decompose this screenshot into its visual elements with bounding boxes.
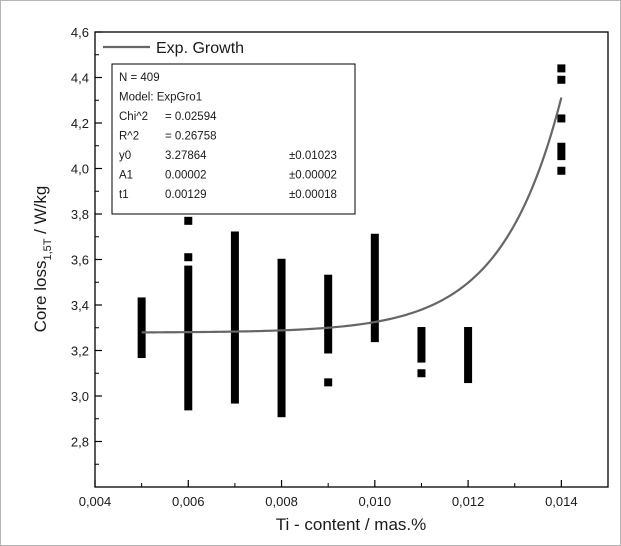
data-point: [557, 114, 566, 123]
data-markers: [137, 64, 566, 418]
y-axis-title: Core loss1,5T / W/kg: [31, 186, 54, 333]
y-tick-label: 4,6: [71, 25, 89, 40]
data-point: [417, 369, 426, 378]
y-axis-title-subscript: 1,5T: [42, 238, 54, 260]
y-tick-label: 3,4: [71, 298, 89, 313]
fit-box-border: [111, 63, 356, 215]
y-tick-label: 4,0: [71, 162, 89, 177]
x-axis-title: Ti - content / mas.%: [276, 515, 427, 534]
data-point: [184, 253, 193, 262]
plot-area-border: [94, 31, 609, 488]
y-tick-labels: 2,8 3,0 3,2 3,4 3,6 3,8 4,0 4,2 4,4 4,6: [71, 25, 89, 450]
y-tick-label: 3,0: [71, 389, 89, 404]
x-tick-label: 0,006: [172, 494, 205, 509]
data-point: [184, 216, 193, 225]
data-column: [277, 258, 286, 418]
fit-row-value: 0.00002: [165, 170, 207, 182]
fit-parameters-box: N = 409 Model: ExpGro1 Chi^2 = 0.02594 R^2 = …: [111, 63, 356, 215]
x-tick-label: 0,010: [359, 494, 392, 509]
data-point: [557, 166, 566, 175]
data-column: [417, 327, 426, 363]
fit-row-value: 0.00129: [165, 189, 207, 201]
fit-row-error: ±0.00018: [289, 189, 337, 201]
legend-label: Exp. Growth: [156, 40, 244, 57]
data-column: [370, 233, 379, 343]
fit-row-value: = 0.02594: [165, 111, 217, 123]
data-column: [230, 231, 239, 404]
data-column: [184, 265, 193, 411]
fit-row-value: = 0.26758: [165, 131, 216, 143]
y-tick-label: 3,8: [71, 207, 89, 222]
x-tick-labels: 0,004 0,006 0,008 0,010 0,012 0,014: [79, 494, 578, 509]
data-column: [137, 297, 146, 359]
fit-row-label: R^2: [119, 131, 139, 143]
fit-row-label: A1: [119, 170, 133, 182]
y-tick-label: 3,6: [71, 253, 89, 268]
data-point: [557, 75, 566, 84]
legend: Exp. Growth: [103, 40, 244, 57]
y-tick-label: 2,8: [71, 435, 89, 450]
data-column: [464, 327, 473, 384]
y-tick-label: 4,2: [71, 116, 89, 131]
fit-row-value: 3.27864: [165, 150, 207, 162]
fit-row-error: ±0.01023: [289, 150, 337, 162]
y-axis-title-unit: / W/kg: [31, 186, 50, 239]
fit-row-label: y0: [119, 150, 131, 162]
fit-row-label: Chi^2: [119, 111, 148, 123]
y-tick-label: 4,4: [71, 71, 89, 86]
exp-growth-fit-curve: [141, 97, 563, 334]
y-axis-title-main: Core loss: [31, 261, 50, 333]
fit-row-error: ±0.00002: [289, 170, 337, 182]
data-column: [557, 142, 566, 161]
fit-row-label: N = 409: [119, 72, 160, 84]
x-tick-label: 0,014: [545, 494, 578, 509]
fit-row-label: t1: [119, 189, 129, 201]
data-column: [324, 274, 333, 354]
x-tick-label: 0,012: [452, 494, 485, 509]
data-point: [557, 64, 566, 73]
y-tick-label: 3,2: [71, 344, 89, 359]
fit-row-label: Model: ExpGro1: [119, 92, 202, 104]
x-tick-label: 0,004: [79, 494, 112, 509]
data-point: [324, 378, 333, 387]
x-tick-label: 0,008: [265, 494, 298, 509]
